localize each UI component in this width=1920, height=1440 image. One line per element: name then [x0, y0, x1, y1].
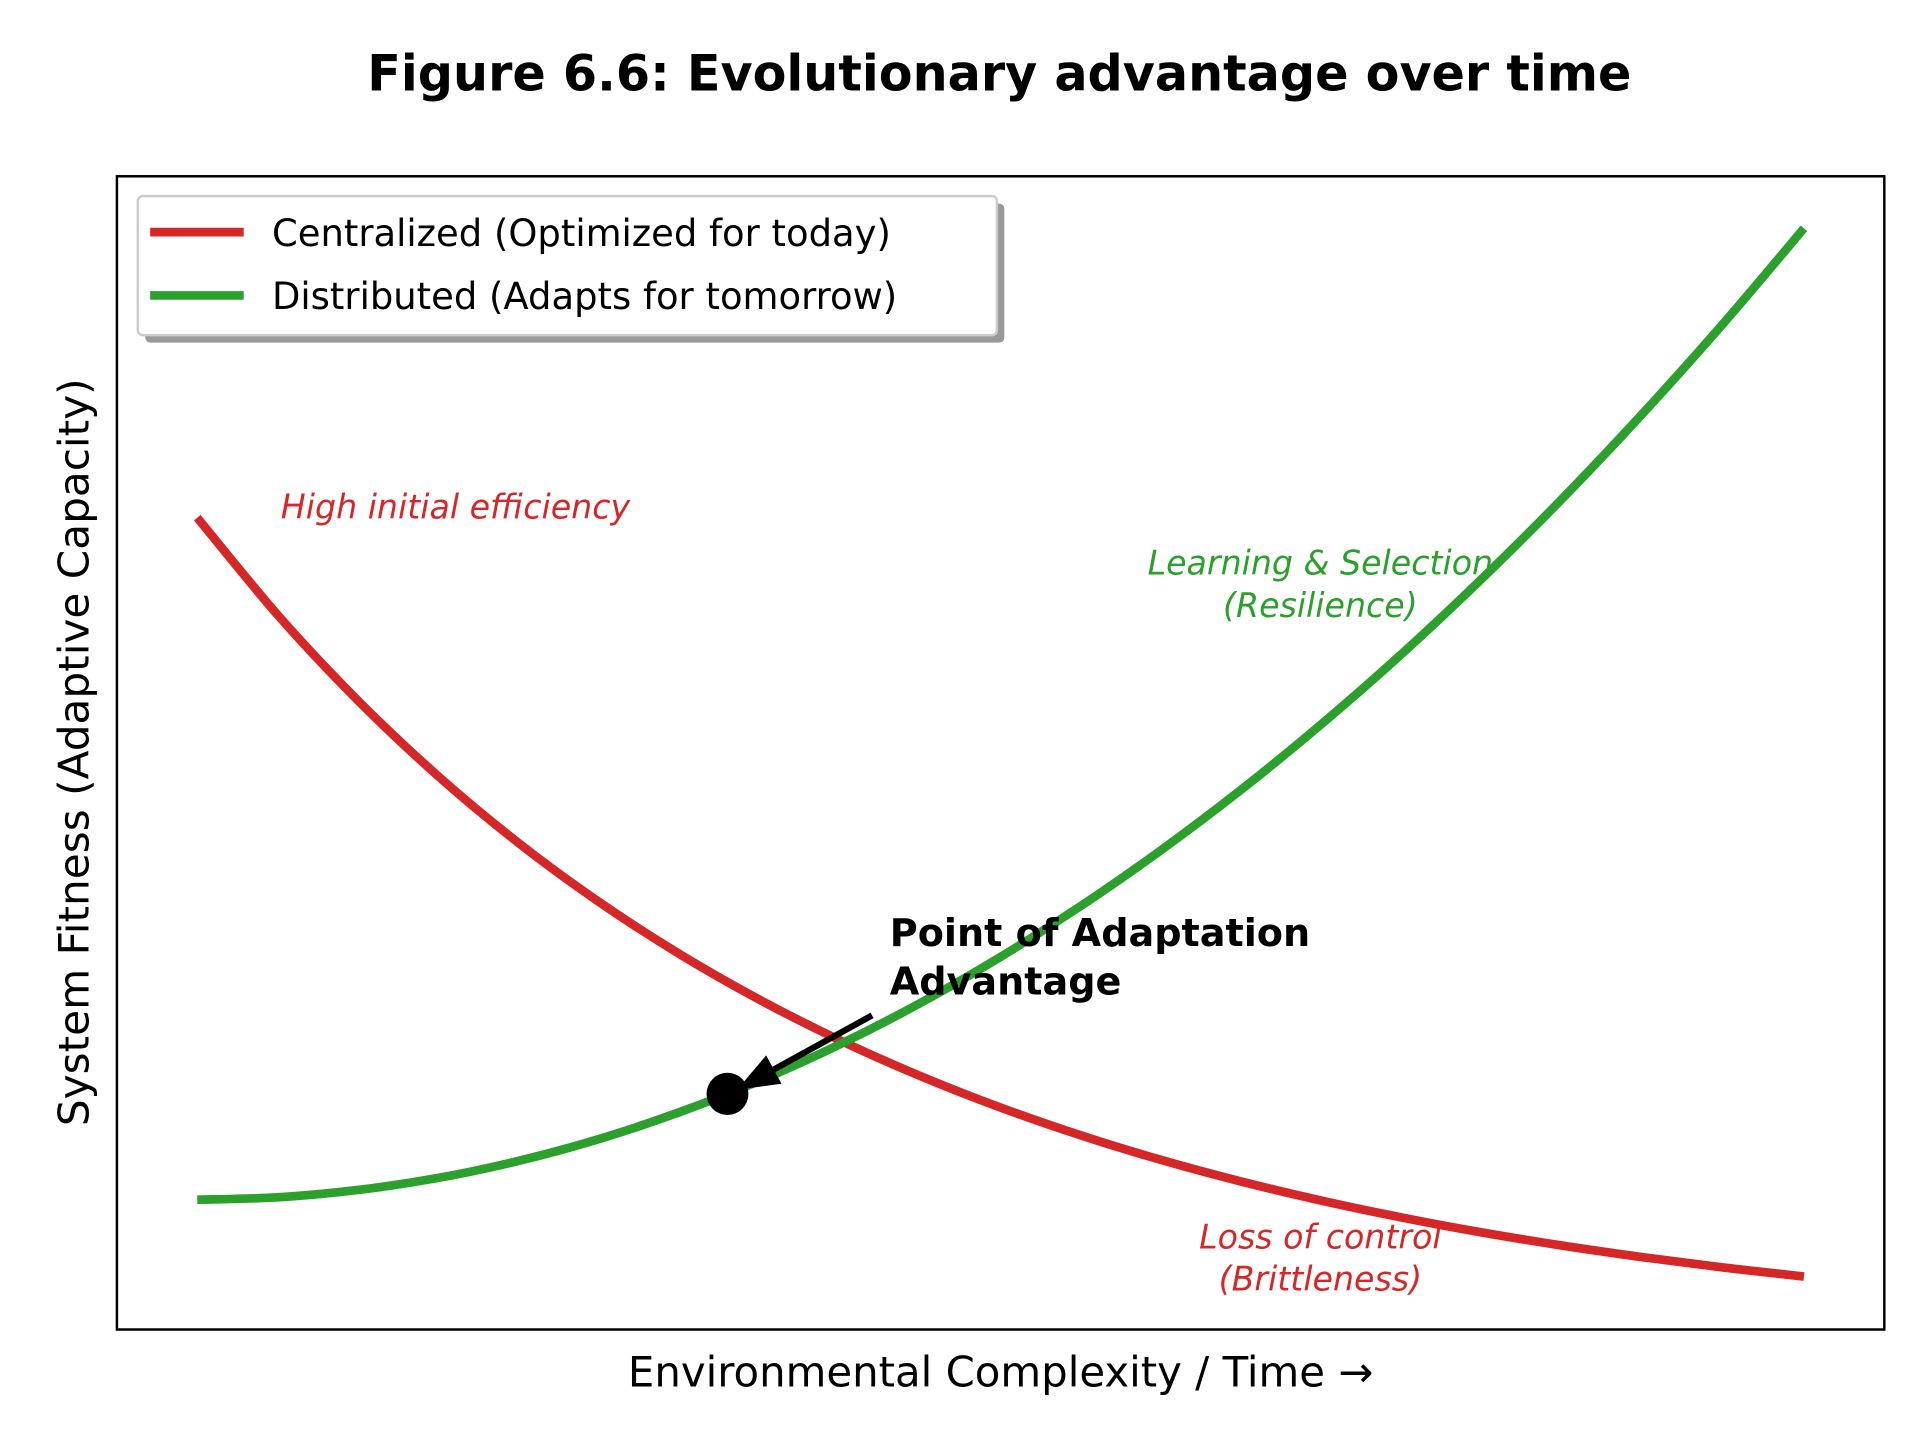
series-line-distributed	[197, 225, 1808, 1205]
x-axis-label: Environmental Complexity / Time →	[628, 1347, 1373, 1396]
axes-frame	[115, 175, 1886, 1331]
annotation-text: (Brittleness)	[1219, 1260, 1422, 1299]
annotation-text: Learning & Selection	[1148, 544, 1493, 583]
annotation-text: Point of Adaptation	[890, 911, 1310, 956]
legend-box	[136, 194, 999, 337]
legend-label-centralized: Centralized (Optimized for today)	[272, 212, 891, 255]
chart-title: Figure 6.6: Evolutionary advantage over …	[367, 44, 1631, 102]
annotation-text: High initial efficiency	[281, 487, 632, 526]
annotation-text: Loss of control	[1199, 1217, 1442, 1256]
annotation-arrow-head	[737, 1055, 782, 1090]
annotation-text: (Resilience)	[1223, 586, 1418, 625]
adaptation-point-marker	[706, 1072, 749, 1116]
series-line-centralized	[193, 514, 1805, 1281]
y-axis-label: System Fitness (Adaptive Capacity)	[50, 378, 99, 1126]
annotation-text: Advantage	[890, 959, 1122, 1004]
plot-area: High initial efficiency Learning & Select…	[193, 225, 1808, 1299]
annotation-arrow-shaft	[772, 1012, 874, 1073]
legend-label-distributed: Distributed (Adapts for tomorrow)	[272, 275, 897, 318]
legend: Centralized (Optimized for today) Distri…	[136, 194, 1005, 343]
